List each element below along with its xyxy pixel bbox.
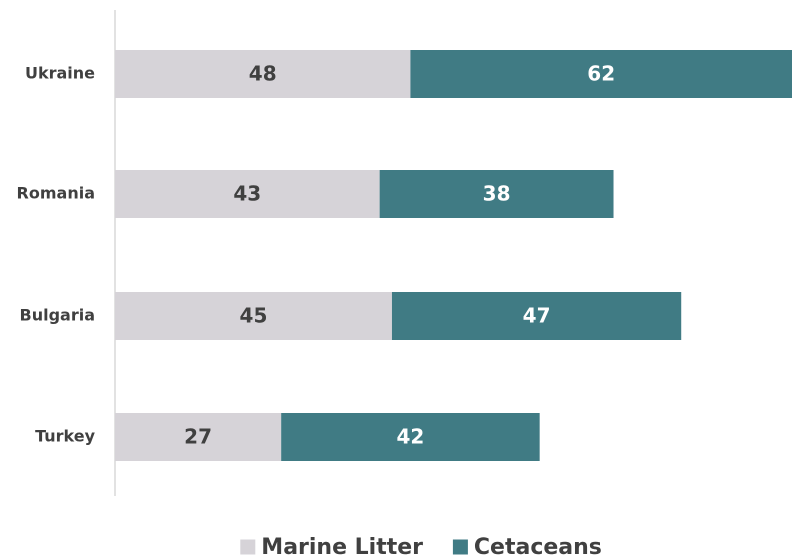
data-label-turkey-cetaceans: 42	[396, 425, 424, 449]
bars-layer: 48 62 43 38 45 47 27 42	[115, 50, 792, 461]
category-labels: Ukraine Romania Bulgaria Turkey	[17, 64, 96, 446]
data-label-romania-marine-litter: 43	[233, 182, 261, 206]
legend-swatch-cetaceans	[452, 539, 468, 555]
category-label-romania: Romania	[17, 184, 95, 203]
data-label-ukraine-marine-litter: 48	[249, 62, 277, 86]
category-label-bulgaria: Bulgaria	[20, 306, 96, 325]
data-label-bulgaria-marine-litter: 45	[240, 304, 268, 328]
legend-label-marine-litter: Marine Litter	[261, 535, 423, 560]
bar-bulgaria-cetaceans	[391, 292, 682, 340]
category-label-ukraine: Ukraine	[25, 64, 95, 83]
data-label-bulgaria-cetaceans: 47	[523, 304, 551, 328]
bar-romania-marine-litter	[115, 170, 380, 218]
data-label-ukraine-cetaceans: 62	[587, 62, 615, 86]
bar-ukraine-cetaceans	[410, 50, 792, 98]
legend: Marine Litter Cetaceans	[240, 535, 602, 560]
legend-label-cetaceans: Cetaceans	[474, 535, 602, 560]
bar-romania-cetaceans	[379, 170, 614, 218]
data-label-romania-cetaceans: 38	[483, 182, 511, 206]
bar-turkey-cetaceans	[281, 413, 540, 461]
bar-bulgaria-marine-litter	[115, 292, 392, 340]
bar-turkey-marine-litter	[115, 413, 282, 461]
category-label-turkey: Turkey	[35, 427, 96, 446]
data-label-turkey-marine-litter: 27	[184, 425, 212, 449]
bar-ukraine-marine-litter	[115, 50, 411, 98]
legend-swatch-marine-litter	[240, 539, 256, 555]
